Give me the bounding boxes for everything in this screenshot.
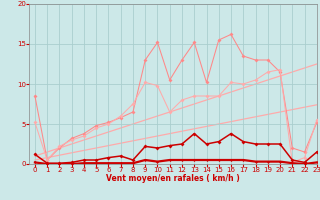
X-axis label: Vent moyen/en rafales ( km/h ): Vent moyen/en rafales ( km/h ) [106, 174, 240, 183]
